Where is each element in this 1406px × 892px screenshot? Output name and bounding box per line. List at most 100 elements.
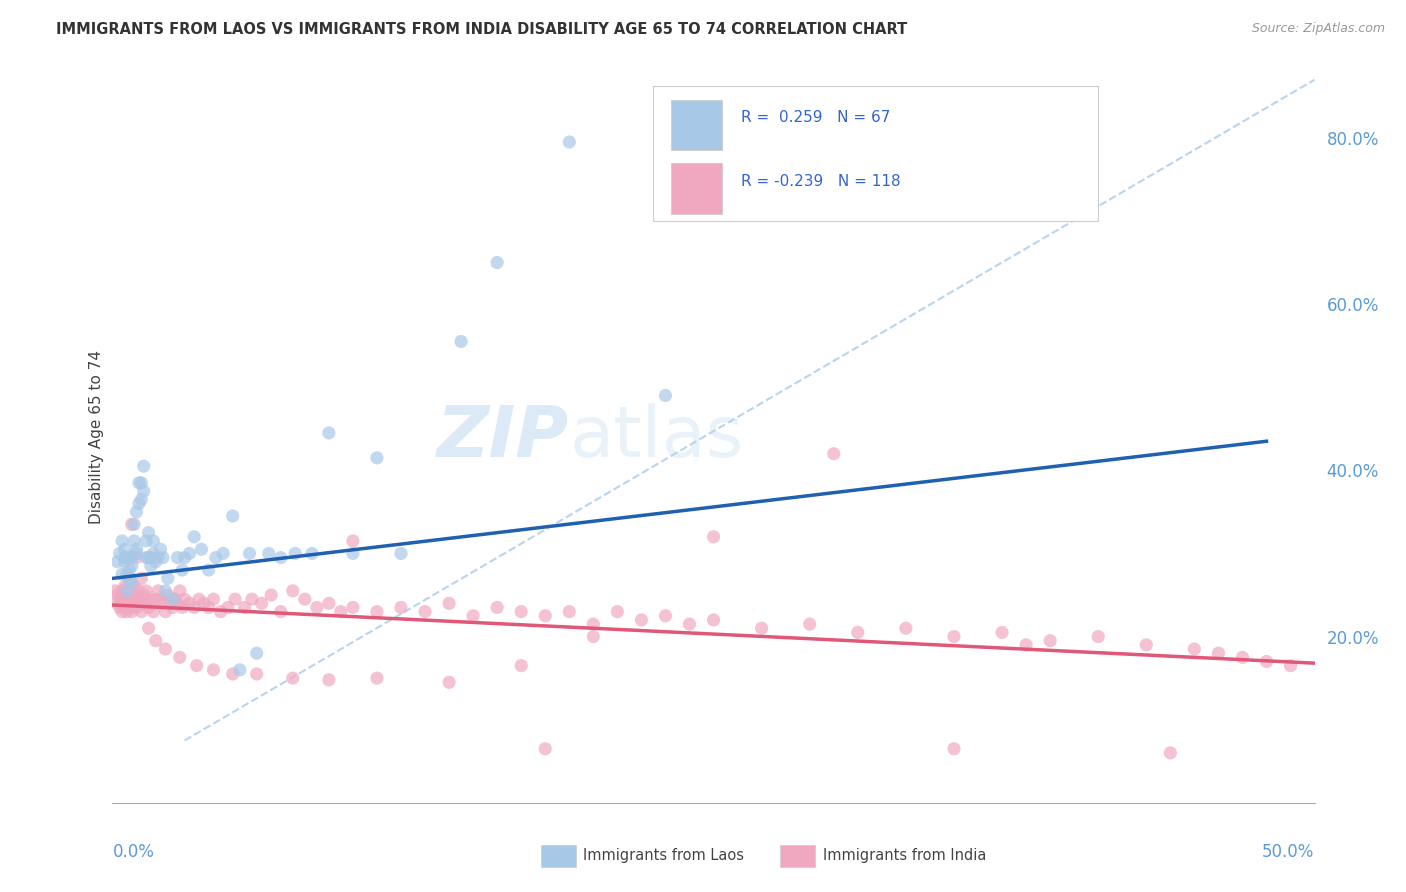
Point xyxy=(125,505,148,519)
Point xyxy=(179,596,201,610)
Point xyxy=(115,605,138,619)
Point xyxy=(121,517,143,532)
Point xyxy=(281,671,304,685)
Point xyxy=(104,583,127,598)
Point xyxy=(1184,642,1206,657)
Point xyxy=(534,608,557,623)
Point xyxy=(1039,633,1062,648)
Point xyxy=(229,663,252,677)
Point xyxy=(450,334,472,349)
Point xyxy=(217,600,239,615)
Point xyxy=(162,592,184,607)
Point xyxy=(329,605,352,619)
Point xyxy=(301,546,323,560)
Point xyxy=(582,617,605,632)
Point xyxy=(169,650,191,665)
Point xyxy=(894,621,917,635)
Point xyxy=(152,596,174,610)
Point xyxy=(437,596,460,610)
Point xyxy=(132,588,155,602)
Point xyxy=(342,546,364,560)
Point xyxy=(118,550,141,565)
Point xyxy=(186,658,208,673)
Point xyxy=(111,583,134,598)
Text: R = -0.239   N = 118: R = -0.239 N = 118 xyxy=(741,174,901,188)
Point xyxy=(108,600,131,615)
Point xyxy=(1159,746,1181,760)
Point xyxy=(135,550,157,565)
Point xyxy=(132,459,155,474)
Point xyxy=(305,600,328,615)
Point xyxy=(118,563,141,577)
Point xyxy=(389,546,412,560)
Point xyxy=(111,567,134,582)
Point xyxy=(121,558,143,573)
Point xyxy=(138,592,160,607)
Point xyxy=(246,646,269,660)
Point xyxy=(246,667,269,681)
Point xyxy=(131,492,153,507)
Point xyxy=(111,533,134,548)
Point xyxy=(131,592,153,607)
Point xyxy=(169,583,191,598)
Point xyxy=(942,741,965,756)
Point xyxy=(630,613,652,627)
Point xyxy=(222,667,245,681)
Point xyxy=(366,671,388,685)
Point xyxy=(111,592,134,607)
Point xyxy=(105,588,128,602)
Point xyxy=(145,555,167,569)
Point xyxy=(702,613,725,627)
Point xyxy=(751,621,773,635)
Point xyxy=(233,600,256,615)
Point xyxy=(149,592,172,607)
Point xyxy=(197,600,219,615)
Point xyxy=(125,600,148,615)
FancyBboxPatch shape xyxy=(672,100,721,150)
Point xyxy=(146,550,169,565)
Point xyxy=(105,596,128,610)
Point xyxy=(155,583,177,598)
Point xyxy=(114,580,136,594)
Point xyxy=(166,550,188,565)
Point xyxy=(114,555,136,569)
Point xyxy=(105,555,128,569)
Point xyxy=(437,675,460,690)
Point xyxy=(115,596,138,610)
Point xyxy=(212,546,235,560)
Point xyxy=(209,605,232,619)
Point xyxy=(122,533,145,548)
Point xyxy=(270,605,292,619)
Point xyxy=(284,546,307,560)
Text: atlas: atlas xyxy=(569,402,744,472)
Point xyxy=(188,592,211,607)
Point xyxy=(125,542,148,557)
Point xyxy=(202,592,225,607)
Point xyxy=(294,592,316,607)
Point xyxy=(132,596,155,610)
Point xyxy=(1087,630,1109,644)
Point xyxy=(122,580,145,594)
Text: IMMIGRANTS FROM LAOS VS IMMIGRANTS FROM INDIA DISABILITY AGE 65 TO 74 CORRELATIO: IMMIGRANTS FROM LAOS VS IMMIGRANTS FROM … xyxy=(56,22,907,37)
Point xyxy=(558,605,581,619)
Point xyxy=(678,617,700,632)
Point xyxy=(108,546,131,560)
Point xyxy=(135,533,157,548)
Point xyxy=(366,605,388,619)
Text: 0.0%: 0.0% xyxy=(112,843,155,861)
Point xyxy=(510,605,533,619)
Point xyxy=(118,600,141,615)
Point xyxy=(702,530,725,544)
Point xyxy=(121,575,143,590)
Point xyxy=(142,605,165,619)
Point xyxy=(162,600,184,615)
Point xyxy=(486,255,509,269)
Point xyxy=(138,525,160,540)
Point xyxy=(121,550,143,565)
Point xyxy=(389,600,412,615)
Point xyxy=(163,592,186,607)
Point xyxy=(128,497,150,511)
Point xyxy=(202,663,225,677)
Point xyxy=(342,533,364,548)
Point xyxy=(138,550,160,565)
